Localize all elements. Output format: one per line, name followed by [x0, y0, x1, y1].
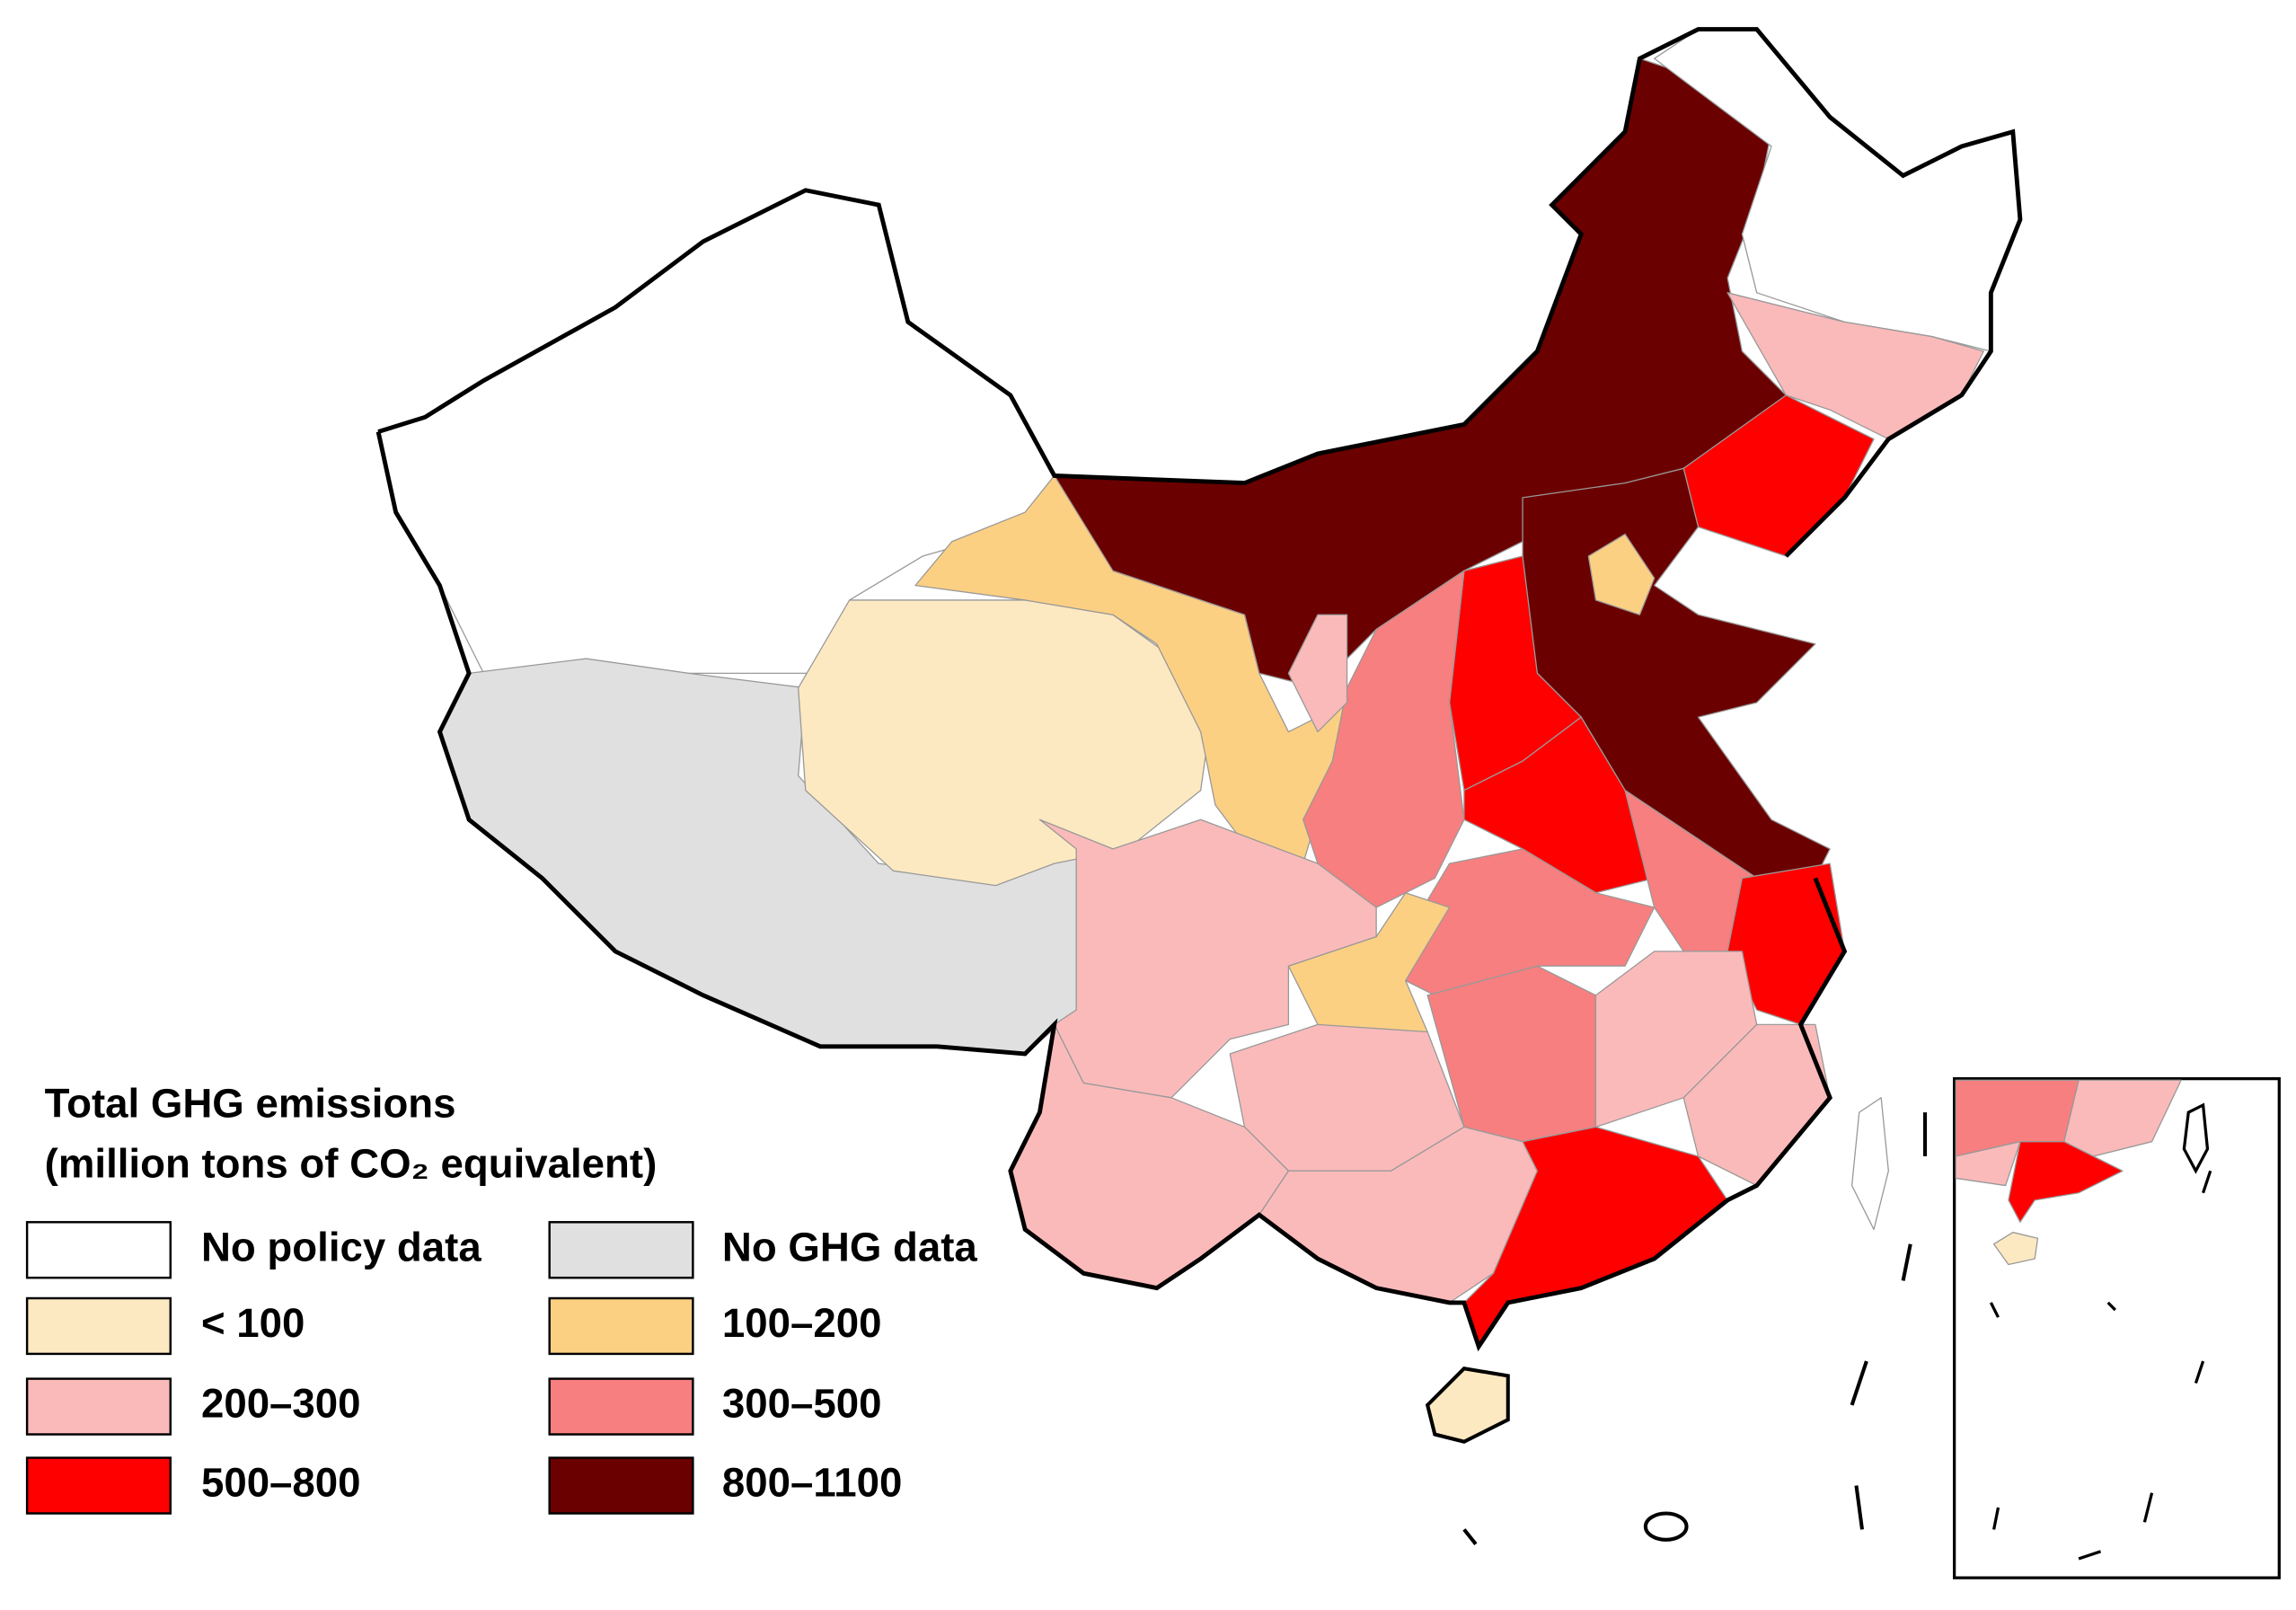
legend-title: Total GHG emissions: [45, 1081, 456, 1127]
region: [1287, 614, 1348, 733]
island-outline: [1643, 1511, 1689, 1542]
region: [2063, 1079, 2182, 1157]
region: [797, 599, 1216, 887]
legend-label: 300–500: [722, 1381, 882, 1427]
region: [1955, 1141, 2021, 1187]
legend-swatch: [548, 1377, 694, 1436]
inset-map: [1953, 1077, 2281, 1579]
legend-swatch: [25, 1296, 172, 1356]
legend-label: 500–800: [201, 1460, 361, 1506]
region: [1426, 1367, 1509, 1443]
legend-swatch: [548, 1456, 694, 1515]
legend-swatch: [548, 1221, 694, 1279]
legend: Total GHG emissions (million tons of CO₂…: [25, 1081, 977, 1515]
legend-label: 800–1100: [722, 1460, 902, 1506]
region: [1405, 848, 1656, 996]
boundary-dash: [1462, 1112, 1928, 1545]
legend-label: No GHG data: [722, 1224, 977, 1269]
legend-label: 200–300: [201, 1381, 361, 1427]
boundary-dash: [1989, 1170, 2212, 1561]
island-outline: [2182, 1102, 2210, 1174]
region: [2008, 1141, 2124, 1223]
legend-label: < 100: [201, 1300, 305, 1346]
map: [375, 27, 2023, 1545]
legend-swatch: [25, 1377, 172, 1436]
legend-swatch: [25, 1221, 172, 1279]
legend-subtitle: (million tons of CO₂ equivalent): [45, 1140, 658, 1186]
region: [1038, 818, 1377, 1099]
region: [1850, 1097, 1889, 1231]
country-border: [377, 27, 2023, 558]
region: [1992, 1232, 2039, 1266]
legend-label: 100–200: [722, 1300, 882, 1346]
legend-label: No policy data: [201, 1224, 481, 1269]
island-outline: [1425, 1367, 1510, 1444]
country-border: [375, 431, 1848, 1352]
region: [1587, 533, 1656, 615]
legend-swatch: [548, 1296, 694, 1356]
legend-swatch: [25, 1456, 172, 1515]
